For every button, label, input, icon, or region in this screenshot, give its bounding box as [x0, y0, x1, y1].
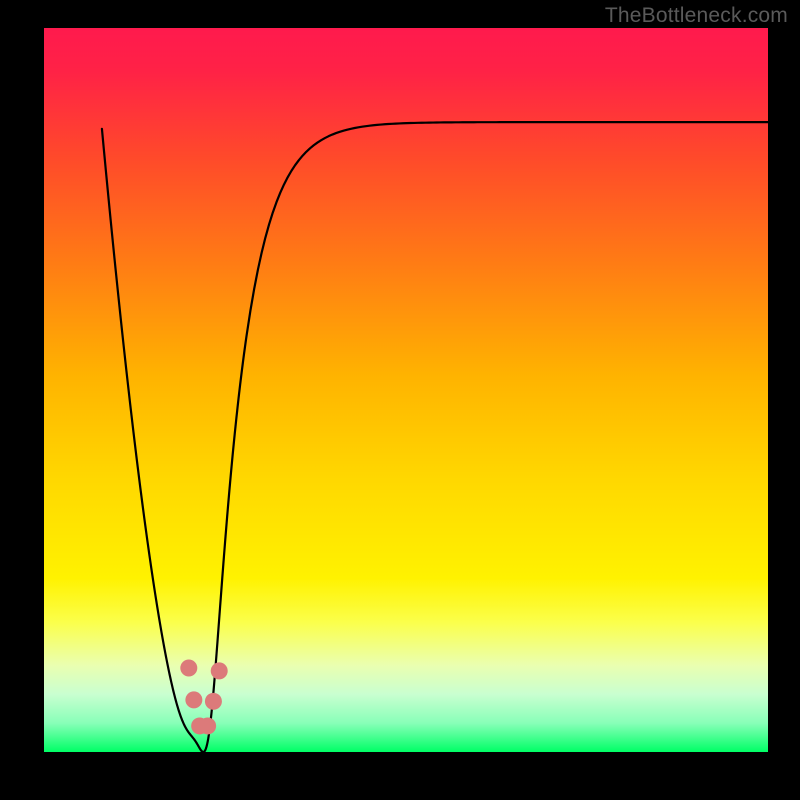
- watermark-label: TheBottleneck.com: [605, 4, 788, 28]
- bottleneck-chart: [44, 28, 768, 752]
- marker-dot: [180, 660, 197, 677]
- marker-dot: [185, 691, 202, 708]
- plot-background: [44, 28, 768, 752]
- marker-dot: [199, 717, 216, 734]
- marker-dot: [205, 693, 222, 710]
- marker-dot: [211, 662, 228, 679]
- chart-frame: TheBottleneck.com: [0, 0, 800, 800]
